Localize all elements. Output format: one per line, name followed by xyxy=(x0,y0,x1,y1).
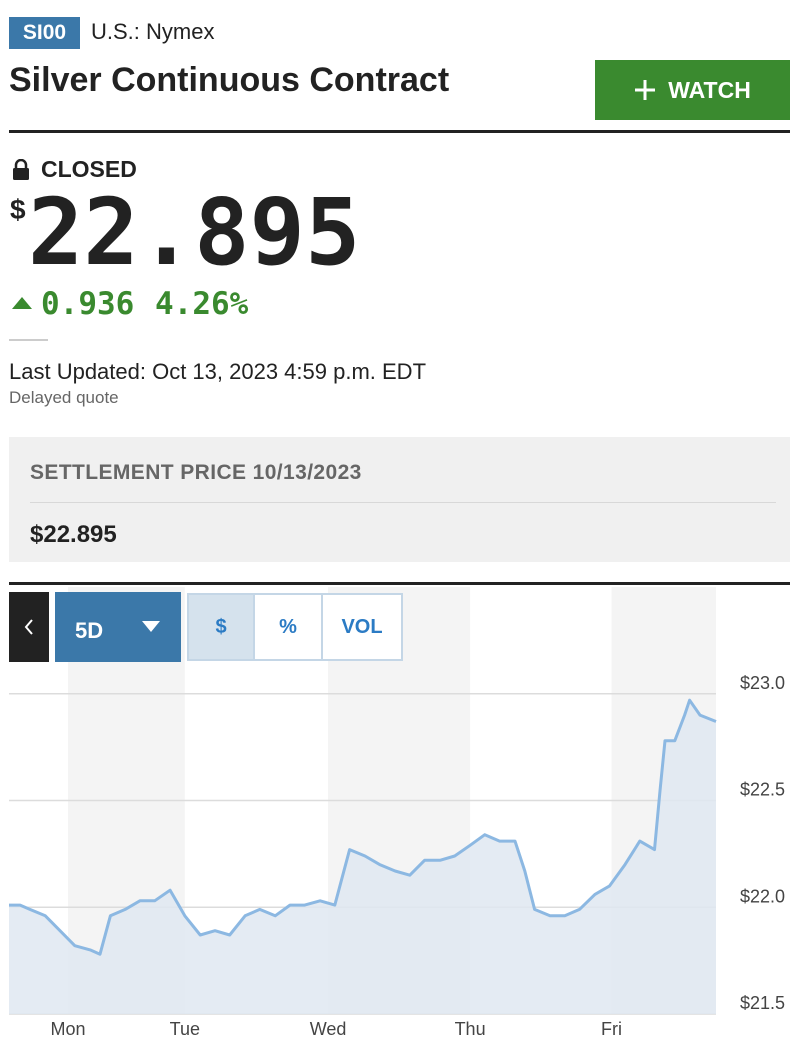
market-status: CLOSED xyxy=(41,156,137,182)
mode-button[interactable]: VOL xyxy=(321,593,403,661)
watch-label: WATCH xyxy=(668,76,751,103)
price: 22.895 xyxy=(28,179,361,286)
ticker-badge: SI00 xyxy=(9,17,80,49)
rule xyxy=(9,339,48,341)
rule xyxy=(30,502,776,503)
range-label: 5D xyxy=(75,618,104,643)
settlement-box xyxy=(9,437,790,562)
y-tick-label: $21.5 xyxy=(740,993,785,1013)
exchange: U.S.: Nymex xyxy=(91,19,215,44)
plus-icon xyxy=(635,80,656,100)
y-tick-label: $22.0 xyxy=(740,886,785,906)
area-fill xyxy=(9,700,716,1014)
lock-icon xyxy=(13,159,29,180)
change: 0.936 xyxy=(41,286,135,322)
x-tick-label: Tue xyxy=(170,1019,200,1039)
x-tick-label: Mon xyxy=(51,1019,86,1039)
rule xyxy=(9,582,790,585)
mode-button[interactable]: % xyxy=(253,593,323,661)
x-tick-label: Fri xyxy=(601,1019,622,1039)
settlement-label: SETTLEMENT PRICE 10/13/2023 xyxy=(30,461,362,484)
currency: $ xyxy=(10,194,26,225)
price-line xyxy=(9,698,717,956)
up-arrow xyxy=(12,297,32,309)
x-tick-label: Wed xyxy=(310,1019,347,1039)
back-button[interactable] xyxy=(9,592,49,662)
delay-note: Delayed quote xyxy=(9,388,119,407)
mode-button[interactable]: $ xyxy=(187,593,255,661)
settlement-value: $22.895 xyxy=(30,521,117,548)
title: Silver Continuous Contract xyxy=(9,61,450,99)
range-dropdown[interactable]: 5D xyxy=(55,592,181,662)
change-percent: 4.26% xyxy=(155,286,249,322)
mode-toggle: $% VOL xyxy=(187,593,403,661)
chevron-icon xyxy=(24,619,33,635)
dropdown-arrow xyxy=(142,621,160,632)
y-tick-label: $23.0 xyxy=(740,673,785,693)
x-tick-label: Thu xyxy=(455,1019,486,1039)
y-tick-label: $22.5 xyxy=(740,780,785,800)
rule xyxy=(9,130,790,133)
last-updated: Last Updated: Oct 13, 2023 4:59 p.m. EDT xyxy=(9,359,427,384)
watch-button[interactable]: WATCH xyxy=(595,60,790,120)
